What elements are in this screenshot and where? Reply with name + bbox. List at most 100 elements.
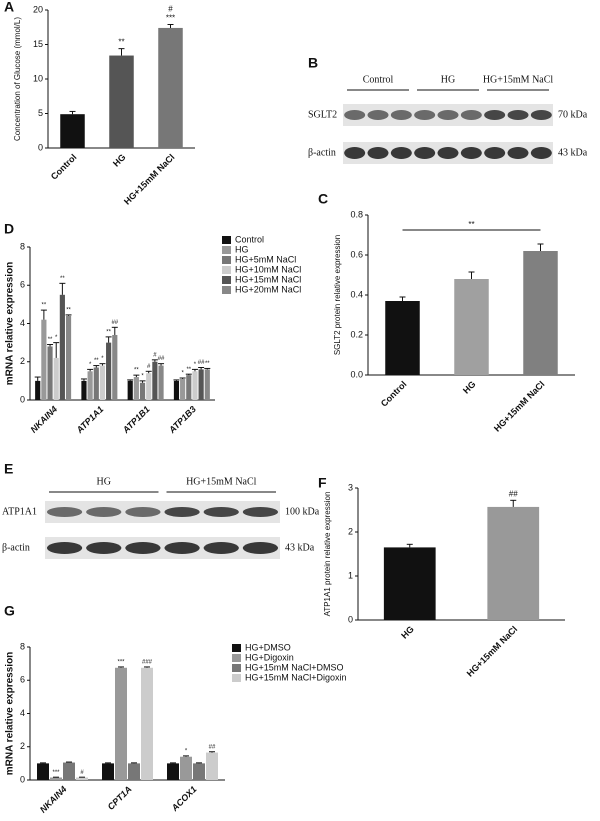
blot-band	[164, 507, 200, 517]
y-tick-label: 0	[348, 614, 353, 624]
blot-band	[414, 110, 436, 120]
blot-band	[344, 147, 366, 159]
blot-band	[203, 507, 239, 517]
bar	[383, 547, 436, 620]
significance-label: **	[66, 307, 71, 313]
blot-band	[530, 110, 552, 120]
y-tick-label: 0.2	[350, 329, 363, 339]
x-tick-label: Control	[379, 379, 409, 409]
bar	[206, 752, 218, 780]
bar	[204, 369, 210, 400]
blot-band	[164, 542, 200, 554]
blot-group-label: HG+15mM NaCl	[483, 74, 554, 85]
significance-label: **	[94, 358, 99, 364]
significance-label: *	[194, 362, 197, 368]
significance-label: **	[468, 220, 474, 229]
significance-label: *	[89, 362, 92, 368]
legend-label: HG+15mM NaCl+DMSO	[245, 662, 344, 672]
blot-band	[507, 147, 529, 159]
bar	[102, 763, 114, 780]
panel-letter: F	[318, 475, 327, 491]
blot-band	[242, 507, 279, 517]
y-tick-label: 10	[33, 73, 43, 83]
y-tick-label: 4	[20, 708, 25, 718]
y-tick-label: 3	[348, 482, 353, 492]
significance-label: *	[101, 356, 104, 362]
bar	[141, 667, 153, 780]
significance-label: #	[168, 5, 173, 14]
legend-label: HG+5mM NaCl	[235, 254, 296, 264]
x-tick-label: Control	[49, 152, 79, 182]
blot-size-label: 43 kDa	[285, 542, 315, 553]
blot-size-label: 43 kDa	[558, 147, 588, 158]
significance-label: ##	[158, 356, 165, 362]
bar	[186, 375, 192, 400]
significance-label: ***	[166, 14, 175, 23]
legend-swatch	[232, 644, 241, 652]
legend-label: HG+DMSO	[245, 642, 291, 652]
blot-band	[507, 110, 529, 120]
significance-label: #	[153, 352, 157, 358]
legend-swatch	[222, 286, 231, 294]
blot-band	[437, 147, 459, 159]
significance-label: ***	[52, 770, 60, 776]
bar	[50, 777, 62, 780]
bar	[93, 367, 99, 400]
blot-band	[242, 542, 279, 554]
significance-label: **	[106, 329, 111, 335]
blot-band	[460, 147, 482, 159]
significance-label: **	[118, 38, 124, 47]
blot-row-label: β-actin	[308, 147, 336, 158]
bar	[180, 378, 186, 400]
significance-label: **	[205, 361, 210, 367]
blot-band	[367, 110, 389, 120]
bar	[192, 371, 198, 400]
bar	[60, 114, 85, 148]
significance-label: ***	[117, 660, 125, 666]
blot-band	[390, 110, 412, 120]
y-tick-label: 2	[348, 526, 353, 536]
bar	[76, 777, 88, 780]
bar	[59, 294, 65, 400]
significance-label: #	[80, 770, 84, 776]
bar	[99, 365, 106, 400]
bar	[167, 763, 179, 780]
bar	[487, 506, 540, 620]
bar	[193, 763, 205, 780]
y-tick-label: 4	[20, 318, 25, 328]
legend-swatch	[222, 256, 231, 264]
panel-letter: C	[318, 191, 328, 207]
blot-row-label: ATP1A1	[2, 506, 37, 517]
x-tick-label: HG+15mM NaCl	[465, 624, 520, 679]
blot-band	[46, 542, 83, 554]
y-tick-label: 15	[33, 39, 43, 49]
legend-label: HG+15mM NaCl	[235, 274, 301, 284]
significance-label: **	[48, 337, 53, 343]
x-tick-label: CPT1A	[106, 784, 134, 812]
bar	[63, 762, 75, 780]
y-tick-label: 0	[38, 142, 43, 152]
y-tick-label: 6	[20, 675, 25, 685]
y-tick-label: 8	[20, 641, 25, 651]
x-tick-label: HG	[461, 379, 478, 396]
y-tick-label: 0.4	[350, 289, 363, 299]
blot-band	[484, 110, 506, 120]
significance-label: ###	[142, 660, 153, 666]
bar	[109, 55, 134, 148]
bar	[454, 279, 489, 375]
x-tick-label: ATP1B1	[120, 404, 152, 436]
blot-group-label: Control	[363, 74, 394, 85]
significance-label: ##	[198, 360, 205, 366]
bar	[37, 763, 49, 780]
legend-swatch	[222, 276, 231, 284]
x-tick-label: HG	[399, 624, 416, 641]
y-tick-label: 8	[20, 241, 25, 251]
blot-band	[86, 542, 122, 554]
blot-size-label: 100 kDa	[285, 506, 320, 517]
y-axis-label: SGLT2 protein relative expression	[333, 235, 342, 355]
legend-swatch	[222, 266, 231, 274]
x-tick-label: NKAIN4	[28, 404, 59, 435]
significance-label: ##	[509, 489, 518, 498]
panel-letter: B	[308, 55, 318, 71]
